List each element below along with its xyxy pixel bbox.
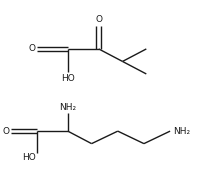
Text: NH₂: NH₂ <box>59 103 76 112</box>
Text: HO: HO <box>22 153 36 163</box>
Text: O: O <box>95 15 102 24</box>
Text: NH₂: NH₂ <box>173 127 190 136</box>
Text: O: O <box>3 127 10 136</box>
Text: HO: HO <box>61 74 75 83</box>
Text: O: O <box>29 44 36 53</box>
